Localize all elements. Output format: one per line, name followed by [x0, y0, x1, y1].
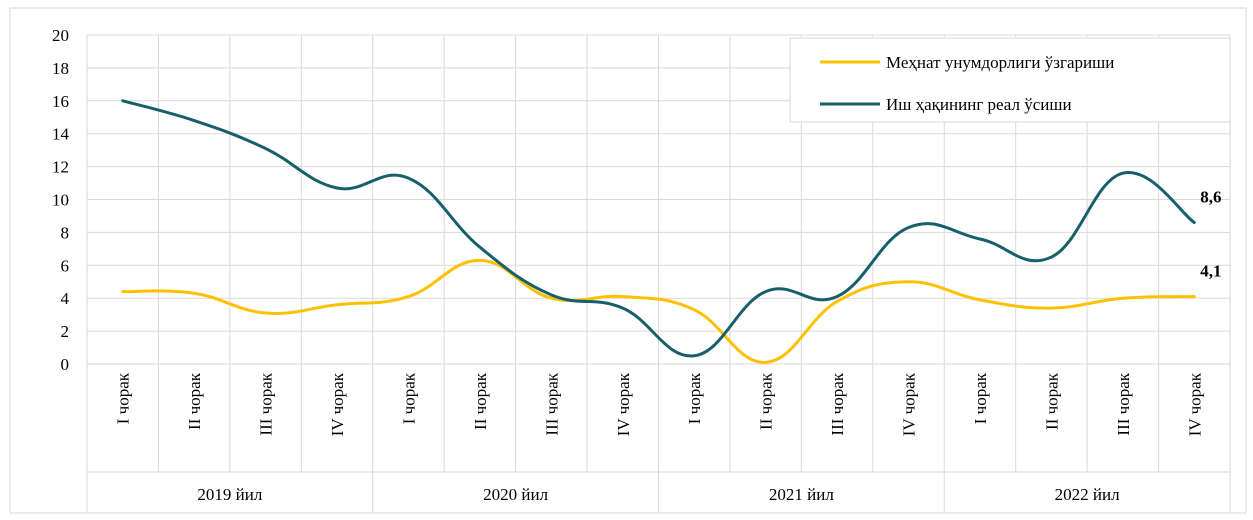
y-tick-label: 2	[61, 322, 70, 341]
y-tick-label: 0	[61, 355, 70, 374]
category-label: IV чорак	[900, 372, 919, 436]
chart-border	[9, 7, 1247, 514]
year-label: 2019 йил	[197, 485, 262, 504]
wage-line	[121, 99, 1196, 358]
category-label: II чорак	[757, 372, 776, 430]
category-label: I чорак	[971, 372, 990, 424]
y-tick-label: 20	[52, 26, 69, 45]
y-tick-label: 18	[52, 59, 69, 78]
end-data-label: 4,1	[1200, 262, 1221, 281]
category-label: II чорак	[471, 372, 490, 430]
legend-box	[789, 37, 1231, 123]
y-tick-label: 4	[61, 289, 70, 308]
y-tick-label: 8	[61, 223, 70, 242]
category-label: II чорак	[185, 372, 204, 430]
category-label: III чорак	[1114, 372, 1133, 435]
category-label: IV чорак	[328, 372, 347, 436]
category-label: I чорак	[114, 372, 133, 424]
category-label: IV чорак	[614, 372, 633, 436]
category-label: III чорак	[257, 372, 276, 435]
year-label: 2020 йил	[483, 485, 548, 504]
y-tick-label: 10	[52, 191, 69, 210]
productivity-line	[121, 258, 1196, 364]
legend-label-productivity: Меҳнат унумдорлиги ўзгариши	[886, 53, 1114, 72]
year-label: 2021 йил	[769, 485, 834, 504]
y-tick-label: 14	[52, 125, 70, 144]
y-tick-label: 12	[52, 158, 69, 177]
year-label: 2022 йил	[1055, 485, 1120, 504]
y-tick-label: 6	[61, 256, 70, 275]
y-tick-label: 16	[52, 92, 69, 111]
category-label: III чорак	[542, 372, 561, 435]
end-data-label: 8,6	[1200, 188, 1221, 207]
legend-label-wage: Иш ҳақининг реал ўсиши	[886, 95, 1072, 114]
category-label: III чорак	[828, 372, 847, 435]
category-label: IV чорак	[1185, 372, 1204, 436]
category-label: I чорак	[399, 372, 418, 424]
category-label: I чорак	[685, 372, 704, 424]
category-label: II чорак	[1042, 372, 1061, 430]
